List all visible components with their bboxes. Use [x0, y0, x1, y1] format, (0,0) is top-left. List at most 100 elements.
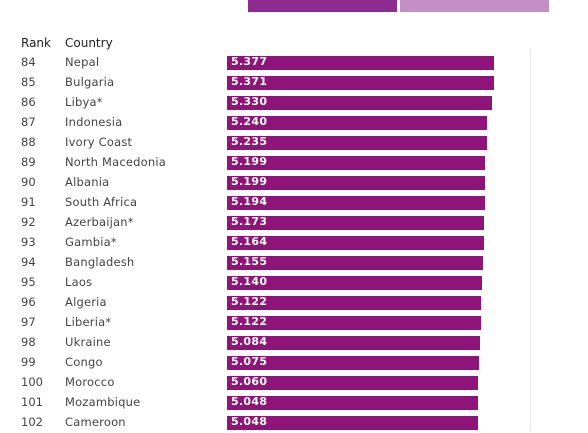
score-label: 5.330 [231, 95, 268, 108]
score-bar[interactable] [227, 136, 487, 150]
rank-cell: 102 [21, 415, 43, 429]
score-label: 5.075 [231, 355, 268, 368]
table-row[interactable]: 93 Gambia* 5.164 [0, 233, 588, 253]
score-bar[interactable] [227, 256, 483, 270]
score-label: 5.060 [231, 375, 268, 388]
score-bar[interactable] [227, 236, 484, 250]
score-bar[interactable] [227, 96, 492, 110]
rank-cell: 85 [21, 75, 36, 89]
score-label: 5.235 [231, 135, 268, 148]
legend-swatch-dark[interactable] [248, 0, 397, 12]
score-label: 5.164 [231, 235, 268, 248]
country-cell: Libya* [65, 95, 103, 109]
table-row[interactable]: 84 Nepal 5.377 [0, 53, 588, 73]
rank-cell: 95 [21, 275, 36, 289]
country-cell: Morocco [65, 375, 115, 389]
table-row[interactable]: 91 South Africa 5.194 [0, 193, 588, 213]
table-row[interactable]: 97 Liberia* 5.122 [0, 313, 588, 333]
table-row[interactable]: 87 Indonesia 5.240 [0, 113, 588, 133]
table-row[interactable]: 100 Morocco 5.060 [0, 373, 588, 393]
score-label: 5.377 [231, 55, 268, 68]
table-row[interactable]: 99 Congo 5.075 [0, 353, 588, 373]
rank-cell: 100 [21, 375, 43, 389]
table-row[interactable]: 102 Cameroon 5.048 [0, 413, 588, 433]
rank-column-header: Rank [21, 36, 51, 50]
score-label: 5.371 [231, 75, 268, 88]
table-row[interactable]: 94 Bangladesh 5.155 [0, 253, 588, 273]
country-cell: Bangladesh [65, 255, 135, 269]
country-column-header: Country [65, 36, 113, 50]
score-bar[interactable] [227, 156, 485, 170]
score-bar[interactable] [227, 76, 494, 90]
table-row[interactable]: 95 Laos 5.140 [0, 273, 588, 293]
country-cell: Nepal [65, 55, 100, 69]
score-bar[interactable] [227, 356, 479, 370]
country-cell: South Africa [65, 195, 138, 209]
score-label: 5.194 [231, 195, 268, 208]
rank-cell: 86 [21, 95, 36, 109]
country-cell: Bulgaria [65, 75, 115, 89]
country-cell: Azerbaijan* [65, 215, 134, 229]
score-label: 5.199 [231, 175, 268, 188]
score-label: 5.122 [231, 315, 268, 328]
score-bar[interactable] [227, 116, 487, 130]
rank-cell: 87 [21, 115, 36, 129]
country-cell: Gambia* [65, 235, 117, 249]
country-cell: Ukraine [65, 335, 111, 349]
country-cell: Cameroon [65, 415, 126, 429]
country-cell: North Macedonia [65, 155, 167, 169]
rank-cell: 94 [21, 255, 36, 269]
score-label: 5.199 [231, 155, 268, 168]
rank-cell: 96 [21, 295, 36, 309]
score-bar[interactable] [227, 376, 478, 390]
table-row[interactable]: 88 Ivory Coast 5.235 [0, 133, 588, 153]
score-bar[interactable] [227, 56, 494, 70]
table-row[interactable]: 90 Albania 5.199 [0, 173, 588, 193]
rank-cell: 101 [21, 395, 43, 409]
score-label: 5.048 [231, 415, 268, 428]
score-bar[interactable] [227, 176, 485, 190]
country-cell: Laos [65, 275, 93, 289]
rank-cell: 89 [21, 155, 36, 169]
score-label: 5.084 [231, 335, 268, 348]
rank-cell: 98 [21, 335, 36, 349]
country-cell: Liberia* [65, 315, 112, 329]
rank-cell: 97 [21, 315, 36, 329]
table-row[interactable]: 98 Ukraine 5.084 [0, 333, 588, 353]
rank-cell: 90 [21, 175, 36, 189]
table-row[interactable]: 96 Algeria 5.122 [0, 293, 588, 313]
legend-swatch-light[interactable] [400, 0, 549, 12]
table-row[interactable]: 85 Bulgaria 5.371 [0, 73, 588, 93]
score-label: 5.173 [231, 215, 268, 228]
score-bar[interactable] [227, 276, 482, 290]
country-cell: Indonesia [65, 115, 123, 129]
rank-cell: 93 [21, 235, 36, 249]
table-row[interactable]: 89 North Macedonia 5.199 [0, 153, 588, 173]
rank-cell: 99 [21, 355, 36, 369]
score-label: 5.155 [231, 255, 268, 268]
table-row[interactable]: 101 Mozambique 5.048 [0, 393, 588, 413]
score-bar[interactable] [227, 336, 480, 350]
score-bar[interactable] [227, 396, 478, 410]
score-bar[interactable] [227, 416, 478, 430]
score-bar[interactable] [227, 296, 481, 310]
country-cell: Ivory Coast [65, 135, 133, 149]
score-bar[interactable] [227, 196, 485, 210]
score-label: 5.122 [231, 295, 268, 308]
country-cell: Albania [65, 175, 110, 189]
country-cell: Mozambique [65, 395, 141, 409]
score-label: 5.048 [231, 395, 268, 408]
rank-cell: 92 [21, 215, 36, 229]
score-label: 5.240 [231, 115, 268, 128]
country-cell: Algeria [65, 295, 107, 309]
table-row[interactable]: 86 Libya* 5.330 [0, 93, 588, 113]
score-bar[interactable] [227, 316, 481, 330]
table-row[interactable]: 92 Azerbaijan* 5.173 [0, 213, 588, 233]
score-label: 5.140 [231, 275, 268, 288]
axis-gridline [530, 50, 531, 430]
country-cell: Congo [65, 355, 103, 369]
score-bar[interactable] [227, 216, 484, 230]
rank-cell: 88 [21, 135, 36, 149]
rank-cell: 91 [21, 195, 36, 209]
rank-cell: 84 [21, 55, 36, 69]
